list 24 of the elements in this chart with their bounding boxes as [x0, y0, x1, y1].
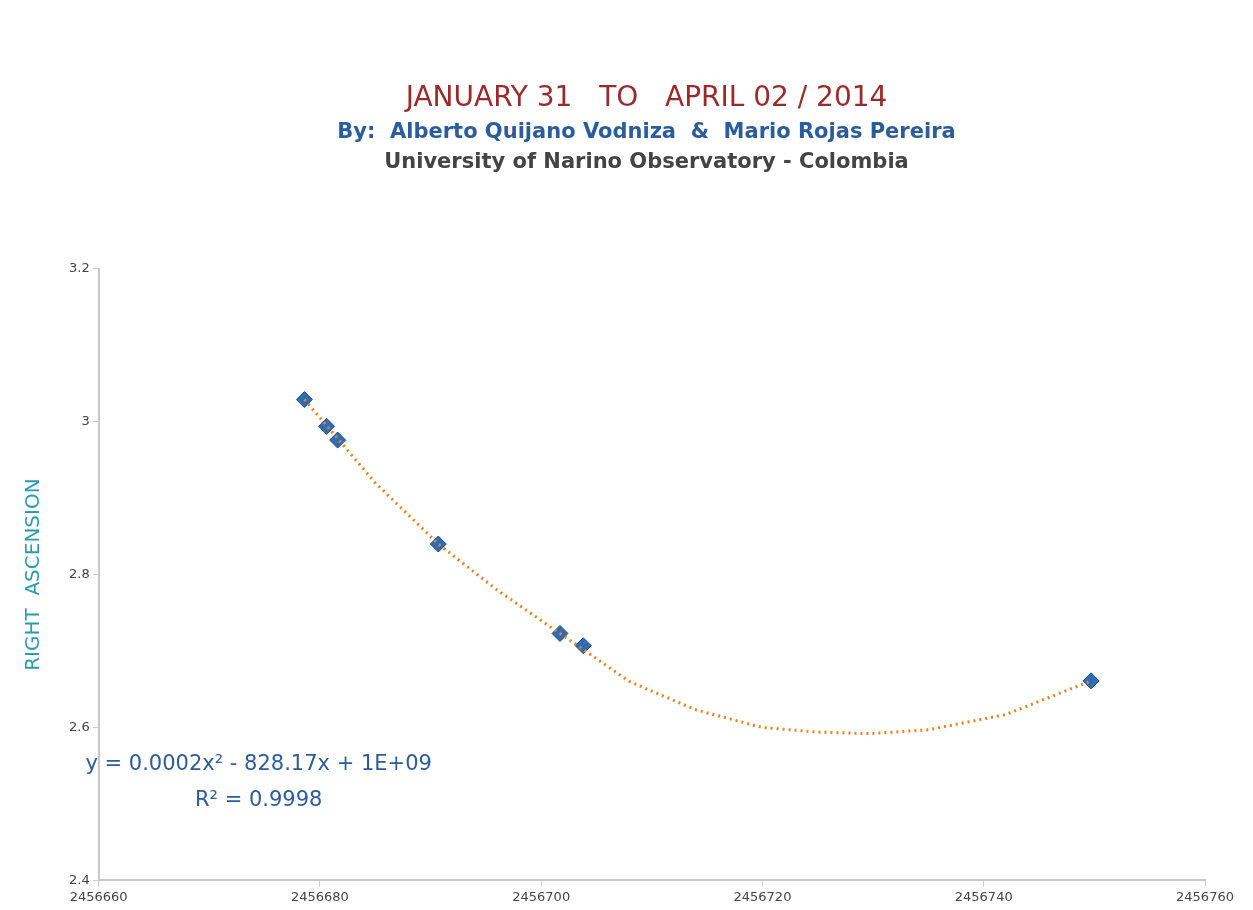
text: University of Narino Observatory - Colombia	[383, 149, 910, 173]
y-tick-label: 2.8	[68, 565, 90, 581]
x-tick-label: 2456680	[290, 888, 349, 904]
y-axis-title: RIGHT ASCENSION	[20, 478, 45, 671]
point	[318, 417, 336, 435]
x-tick-label: 2456740	[954, 888, 1013, 904]
x-tick-label: 2456720	[733, 888, 792, 904]
y-tick-label: 3	[81, 413, 90, 429]
x-tick-label: 2456700	[512, 888, 571, 904]
x-tick-label: 2456760	[1176, 888, 1234, 904]
annotation: y = 0.0002x² - 828.17x + 1E+09	[85, 751, 432, 776]
y-tick-label: 2.4	[68, 871, 90, 887]
chart-title: JANUARY 31 TO APRIL 02 / 2014	[403, 80, 889, 113]
point	[551, 624, 569, 642]
point	[295, 391, 313, 409]
point	[1082, 672, 1100, 690]
point	[574, 637, 592, 655]
point	[329, 431, 347, 449]
chart-subtitle: By: Alberto Quijano Vodniza & Mario Rojas Pereira	[336, 119, 957, 143]
y-tick-label: 3.2	[68, 260, 90, 276]
point	[429, 535, 447, 553]
x-tick-label: 2456660	[69, 888, 128, 904]
y-tick-label: 2.6	[68, 718, 90, 734]
annotation: R² = 0.9998	[194, 787, 323, 812]
